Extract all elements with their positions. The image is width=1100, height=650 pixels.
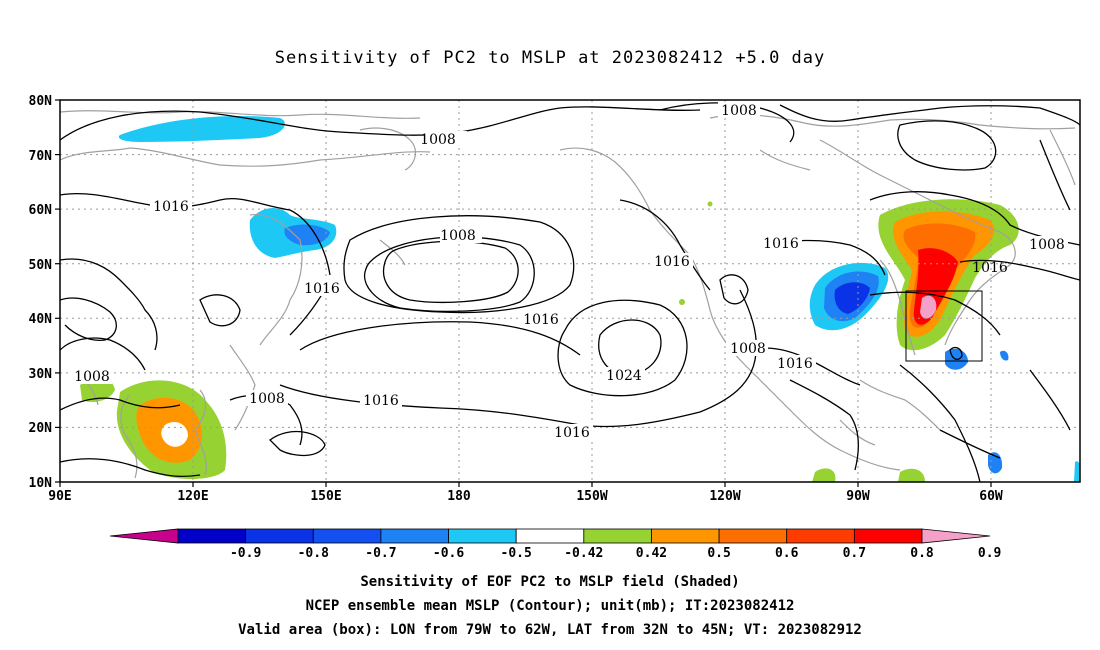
contour-label: 1016 <box>304 281 340 297</box>
lat-label: 80N <box>29 94 53 109</box>
colorbar-label: 0.8 <box>910 546 934 561</box>
colorbar-label: 0.6 <box>775 546 799 561</box>
colorbar-label: -0.8 <box>298 546 329 561</box>
contour-label: 1016 <box>972 260 1008 276</box>
mslp-contours <box>60 102 1080 482</box>
lon-label: 120E <box>177 489 208 504</box>
colorbar-segment <box>515 528 585 544</box>
colorbar-segment <box>245 528 314 544</box>
colorbar-segment <box>177 528 247 544</box>
shaded-sensitivity <box>80 115 1080 482</box>
colorbar-segment <box>583 528 652 544</box>
contour-label: 1008 <box>721 103 757 119</box>
lat-label: 10N <box>29 476 53 491</box>
contour-label: 1016 <box>363 393 399 409</box>
caption-line-1: Sensitivity of EOF PC2 to MSLP field (Sh… <box>360 574 740 590</box>
colorbar-label: -0.9 <box>230 546 261 561</box>
colorbar-label: 0.42 <box>636 546 667 561</box>
positive-shading-philippines <box>80 378 115 402</box>
contour-label: 1008 <box>1029 237 1065 253</box>
colorbar-label: -0.7 <box>365 546 396 561</box>
colorbar-label: -0.5 <box>501 546 532 561</box>
coastlines <box>60 110 1076 479</box>
lon-label: 60W <box>979 489 1003 504</box>
valid-area-box <box>905 290 983 362</box>
colorbar-segment <box>448 528 517 544</box>
colorbar-labels: -0.9 -0.8 -0.7 -0.6 -0.5 -0.42 0.42 0.5 0.6 0.7 0.… <box>230 546 1001 561</box>
lat-labels: 80N 70N 60N 50N 40N 30N 20N 10N <box>29 94 53 491</box>
contour-label: 1016 <box>153 199 189 215</box>
colorbar-segment <box>853 528 923 544</box>
map-plot-area: 1008 1008 1008 1008 1008 1008 1016 1016 … <box>60 100 1080 482</box>
colorbar-segment <box>109 528 179 544</box>
contour-label: 1008 <box>74 369 110 385</box>
contour-label: 1016 <box>763 236 799 252</box>
contour-label: 1008 <box>420 132 456 148</box>
colorbar <box>109 528 991 544</box>
lon-label: 90W <box>846 489 870 504</box>
lat-label: 50N <box>29 258 53 273</box>
map-title: Sensitivity of PC2 to MSLP at 2023082412… <box>274 48 826 68</box>
colorbar-label: -0.6 <box>433 546 464 561</box>
contour-label: 1016 <box>654 254 690 270</box>
contour-label: 1008 <box>249 391 285 407</box>
colorbar-segment <box>312 528 382 544</box>
colorbar-label: 0.7 <box>843 546 866 561</box>
caption-line-2: NCEP ensemble mean MSLP (Contour); unit(… <box>305 598 795 614</box>
axis-ticks <box>55 99 992 487</box>
lat-label: 40N <box>29 312 53 327</box>
lon-label: 150W <box>576 489 607 504</box>
colorbar-segment <box>718 528 788 544</box>
lat-label: 70N <box>29 149 53 164</box>
lat-label: 60N <box>29 203 53 218</box>
lon-label: 90E <box>48 489 71 504</box>
colorbar-segment <box>786 528 855 544</box>
colorbar-segment <box>651 528 720 544</box>
contour-label: 1016 <box>777 356 813 372</box>
lat-label: 30N <box>29 367 53 382</box>
colorbar-segment <box>921 528 991 544</box>
contour-label: 1016 <box>523 312 559 328</box>
contour-labels: 1008 1008 1008 1008 1008 1008 1016 1016 … <box>70 102 1068 441</box>
colorbar-segment <box>380 528 449 544</box>
caption-line-3: Valid area (box): LON from 79W to 62W, L… <box>238 622 862 638</box>
lon-label: 150E <box>310 489 341 504</box>
contour-label: 1024 <box>606 368 642 384</box>
colorbar-label: 0.5 <box>707 546 730 561</box>
lon-label: 120W <box>709 489 740 504</box>
contour-label: 1016 <box>554 425 590 441</box>
contour-label: 1008 <box>440 228 476 244</box>
lat-label: 20N <box>29 421 53 436</box>
map-frame <box>59 99 1081 483</box>
lon-labels: 90E 120E 150E 180 150W 120W 90W 60W <box>48 489 1003 504</box>
lon-label: 180 <box>447 489 471 504</box>
negative-shading-arctic <box>118 115 285 142</box>
colorbar-label: 0.9 <box>978 546 1001 561</box>
colorbar-label: -0.42 <box>564 546 603 561</box>
contour-label: 1008 <box>730 341 766 357</box>
